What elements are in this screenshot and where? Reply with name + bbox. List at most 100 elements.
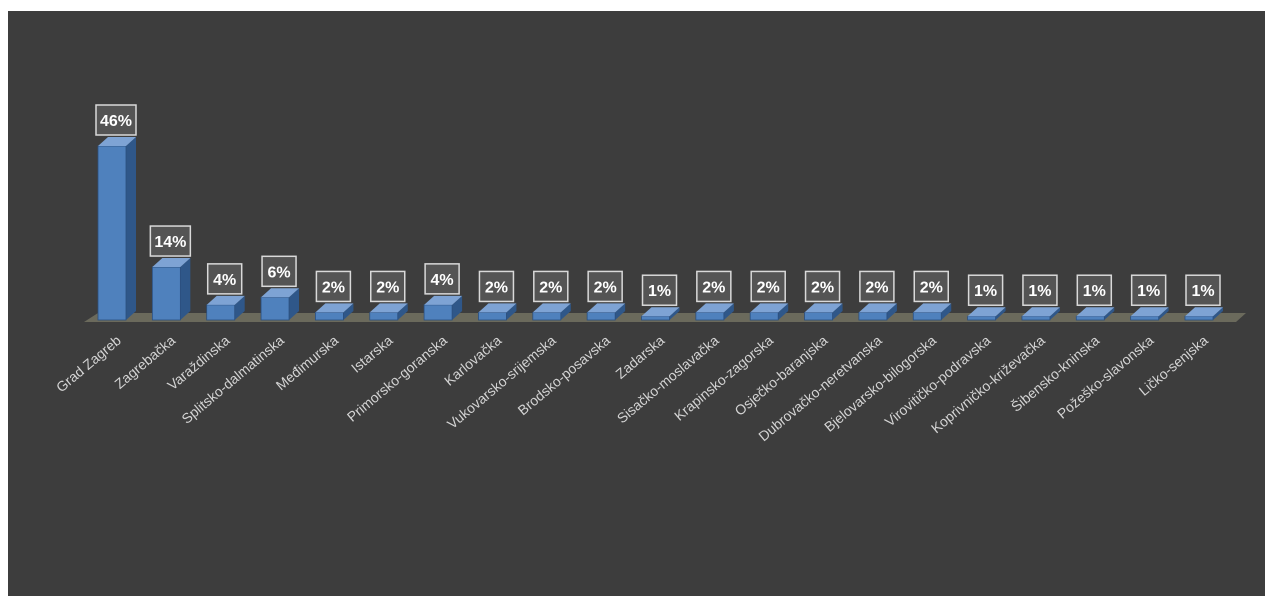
bar-0	[97, 137, 136, 321]
data-label-text: 2%	[920, 279, 943, 296]
data-label-text: 1%	[1083, 283, 1106, 300]
data-label-box	[1130, 274, 1167, 306]
bar-5	[369, 303, 408, 321]
bar-top	[1130, 307, 1169, 317]
bar-front	[858, 312, 888, 321]
data-label-9: 2%	[587, 270, 623, 303]
bar-top	[587, 303, 626, 313]
bar-13	[804, 303, 843, 321]
data-label-box	[913, 270, 949, 303]
data-label-box	[95, 104, 137, 136]
data-label-text: 2%	[322, 279, 345, 296]
category-label-0: Grad Zagreb	[53, 332, 124, 395]
bar-side	[560, 303, 571, 320]
data-label-text: 6%	[267, 264, 290, 281]
data-label-5: 2%	[370, 270, 406, 303]
bar-side	[234, 295, 245, 320]
data-label-text: 2%	[757, 279, 780, 296]
data-label-text: 2%	[539, 279, 562, 296]
bar-front	[206, 304, 236, 321]
bar-side	[615, 303, 626, 320]
data-label-text: 14%	[154, 234, 186, 251]
data-label-box	[804, 270, 841, 303]
category-label-6: Primorsko-goranska	[344, 332, 450, 425]
data-label-4: 2%	[315, 270, 352, 303]
bar-side	[452, 295, 463, 320]
data-label-6: 4%	[424, 263, 460, 295]
data-label-text: 1%	[1028, 283, 1051, 300]
bar-front	[314, 312, 344, 321]
bar-3	[260, 288, 300, 321]
bar-side	[1049, 307, 1060, 320]
data-label-text: 2%	[594, 279, 617, 296]
bar-20	[1184, 307, 1223, 321]
data-label-16: 1%	[967, 274, 1004, 306]
data-label-12: 2%	[750, 270, 786, 303]
data-label-box	[587, 270, 623, 303]
bar-front	[532, 312, 562, 321]
bar-side	[1213, 307, 1223, 320]
bar-top	[1021, 307, 1060, 317]
data-label-18: 1%	[1076, 274, 1113, 306]
bar-top	[315, 303, 354, 313]
data-label-box	[1185, 274, 1221, 306]
bar-4	[314, 303, 354, 321]
bar-front	[260, 296, 290, 321]
data-label-text: 2%	[702, 279, 725, 296]
bar-17	[1021, 307, 1060, 321]
bar-top	[261, 288, 300, 298]
data-label-text: 2%	[485, 279, 508, 296]
data-label-box	[1076, 274, 1113, 306]
data-label-box	[149, 225, 192, 257]
bar-top	[424, 295, 463, 305]
bar-top	[478, 303, 517, 313]
category-label-12: Krapinsko-zagorska	[671, 332, 776, 424]
bar-side	[1158, 307, 1169, 320]
data-labels-layer: 46% 14% 4% 6% 2% 2% 4% 2% 2% 2% 1% 2% 2% 2% 2% 2% 1% 1% 1%…	[95, 104, 1221, 306]
bar-front	[912, 312, 942, 321]
data-label-text: 1%	[1191, 283, 1214, 300]
data-label-text: 1%	[648, 283, 671, 300]
data-label-box	[370, 270, 406, 303]
category-label-10: Zadarska	[612, 332, 667, 382]
bar-top	[369, 303, 408, 313]
bar-2	[206, 295, 245, 321]
data-label-10: 1%	[641, 274, 678, 306]
bar-top	[1076, 307, 1115, 317]
bar-side	[289, 288, 300, 320]
bar-top	[532, 303, 571, 313]
bar-front	[423, 304, 453, 321]
data-label-11: 2%	[696, 270, 732, 303]
bar-11	[695, 303, 734, 321]
bar-front	[151, 266, 181, 321]
data-label-15: 2%	[913, 270, 949, 303]
bar-top	[152, 258, 191, 268]
bar-side	[941, 303, 952, 320]
data-label-text: 4%	[213, 272, 236, 289]
category-label-11: Sisačko-moslavačka	[614, 332, 722, 426]
bar-front	[586, 312, 616, 321]
bar-1	[151, 258, 191, 321]
bar-front	[97, 145, 127, 321]
bar-front	[1130, 315, 1160, 321]
bar-front	[695, 312, 725, 321]
data-label-text: 1%	[974, 283, 997, 300]
bar-14	[858, 303, 897, 321]
bar-side	[506, 303, 517, 320]
bar-6	[423, 295, 463, 321]
category-label-9: Brodsko-posavska	[515, 332, 614, 418]
data-label-20: 1%	[1185, 274, 1221, 306]
bar-side	[1104, 307, 1115, 320]
bar-12	[749, 303, 789, 321]
data-label-box	[859, 270, 895, 303]
bar-front	[1184, 315, 1214, 321]
bars-layer	[97, 137, 1223, 321]
data-label-box	[315, 270, 352, 303]
data-label-box	[1022, 274, 1058, 306]
bar-front	[641, 315, 670, 321]
data-label-1: 14%	[149, 225, 192, 257]
data-label-0: 46%	[95, 104, 137, 136]
data-label-box	[967, 274, 1004, 306]
bar-front	[804, 312, 833, 321]
